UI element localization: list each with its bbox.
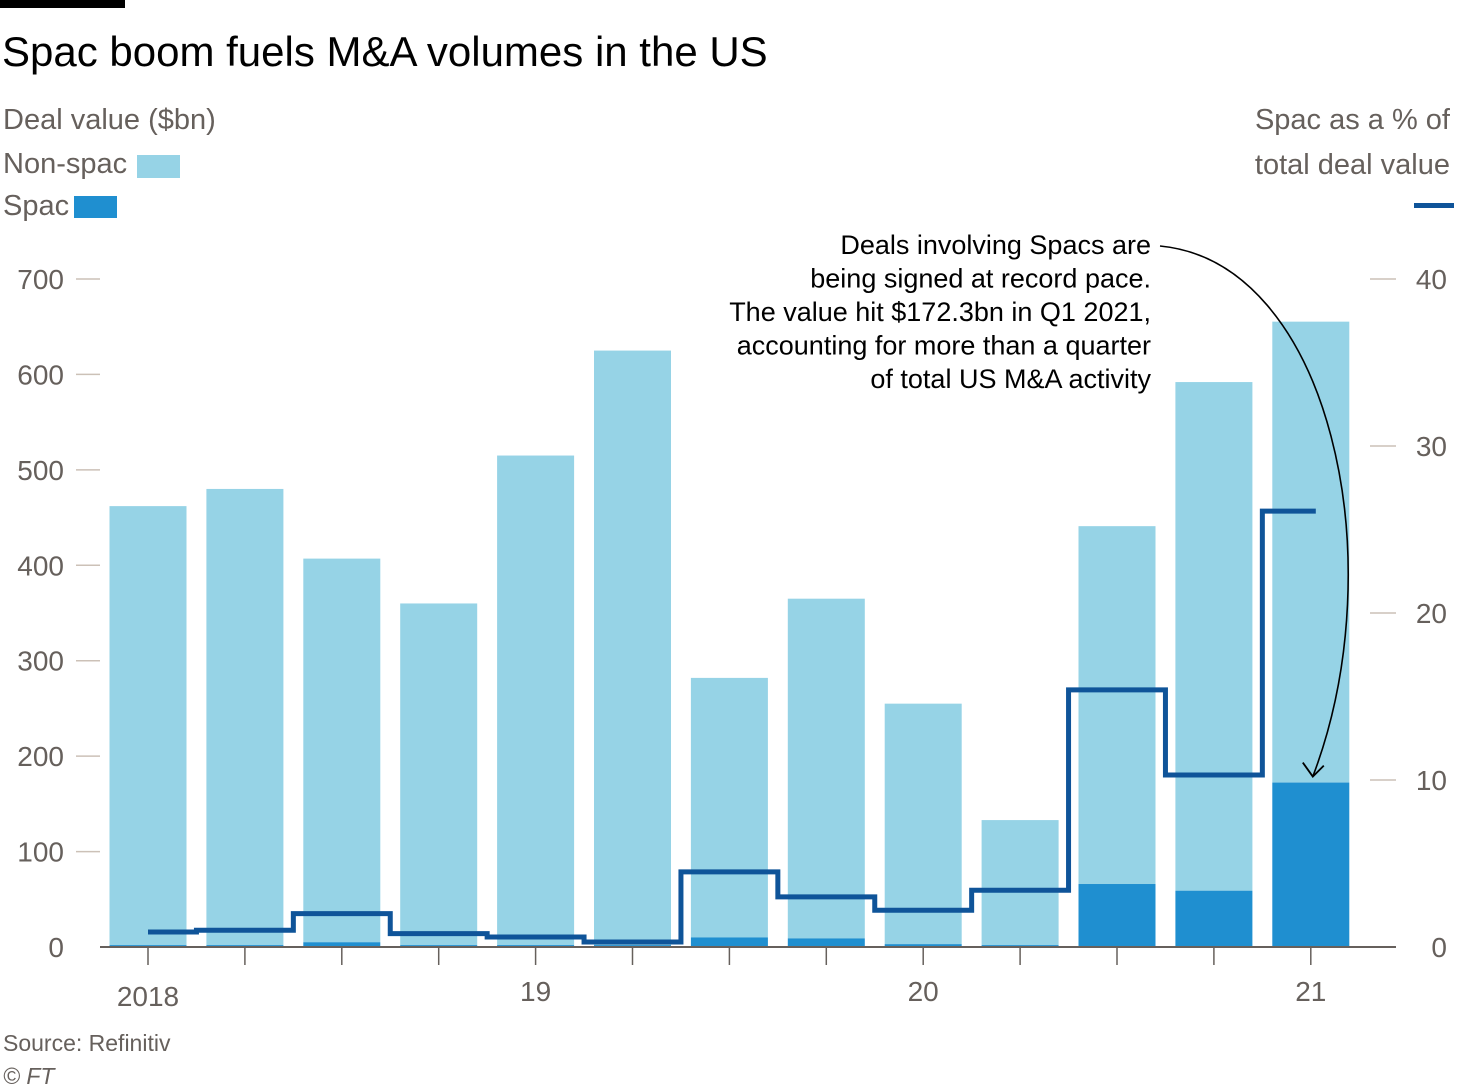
bar-non-spac bbox=[1078, 526, 1156, 885]
bar-non-spac bbox=[1175, 382, 1253, 891]
left-axis: 0 100 200 300 400 500 600 700 bbox=[17, 264, 100, 963]
bar-spac bbox=[787, 938, 865, 947]
bar-non-spac bbox=[109, 506, 187, 946]
annotation-arrowhead bbox=[1302, 762, 1325, 778]
source-note: Source: Refinitiv bbox=[3, 1030, 171, 1056]
right-tick-label: 30 bbox=[1416, 431, 1447, 462]
bar-non-spac bbox=[206, 488, 284, 946]
bar-non-spac bbox=[400, 603, 478, 946]
bar-non-spac bbox=[981, 820, 1059, 946]
bar-non-spac bbox=[594, 350, 671, 946]
right-axis-title-line1: Spac as a % of bbox=[1254, 104, 1450, 136]
right-tick-label: 40 bbox=[1416, 264, 1447, 295]
bar-spac bbox=[303, 942, 381, 947]
right-axis-title-line2: total deal value bbox=[1254, 149, 1450, 181]
right-tick-label: 0 bbox=[1431, 932, 1447, 963]
left-tick-label: 0 bbox=[48, 932, 64, 963]
x-axis: 2018 19 20 21 bbox=[117, 947, 1326, 1012]
left-tick-label: 400 bbox=[17, 550, 64, 581]
chart-title: Spac boom fuels M&A volumes in the US bbox=[2, 28, 768, 75]
annotation-line: accounting for more than a quarter bbox=[737, 331, 1151, 361]
annotation-line: of total US M&A activity bbox=[870, 364, 1151, 394]
annotation-line: The value hit $172.3bn in Q1 2021, bbox=[729, 297, 1151, 327]
left-tick-label: 200 bbox=[17, 741, 64, 772]
bar-non-spac bbox=[787, 598, 865, 939]
copyright-note: © FT bbox=[3, 1063, 55, 1089]
left-tick-label: 700 bbox=[17, 264, 64, 295]
bar-spac bbox=[690, 937, 768, 947]
right-tick-label: 20 bbox=[1416, 598, 1447, 629]
bar-non-spac bbox=[497, 455, 575, 946]
bar-spac bbox=[1272, 782, 1350, 947]
x-tick-label: 21 bbox=[1295, 976, 1326, 1007]
legend-swatch-non-spac bbox=[137, 155, 180, 178]
bar-non-spac bbox=[884, 703, 962, 945]
x-tick-label: 2018 bbox=[117, 981, 179, 1012]
annotation-line: Deals involving Spacs are bbox=[840, 230, 1151, 260]
bar-spac bbox=[884, 944, 962, 947]
bar-spac bbox=[1175, 890, 1253, 947]
bar-spac bbox=[1078, 884, 1156, 947]
right-tick-label: 10 bbox=[1416, 765, 1447, 796]
legend-swatch-spac bbox=[74, 196, 117, 218]
x-tick-label: 19 bbox=[520, 976, 551, 1007]
bar-non-spac bbox=[1272, 321, 1350, 783]
spac-share-step-line bbox=[148, 508, 1316, 945]
left-axis-title: Deal value ($bn) bbox=[3, 104, 216, 136]
bar-non-spac bbox=[690, 677, 768, 938]
left-tick-label: 600 bbox=[17, 359, 64, 390]
left-tick-label: 500 bbox=[17, 455, 64, 486]
bar-non-spac bbox=[303, 558, 381, 943]
legend-line-spac-share bbox=[1414, 203, 1454, 208]
annotation: Deals involving Spacs are being signed at… bbox=[729, 230, 1151, 394]
annotation-arrow bbox=[1159, 245, 1349, 777]
x-tick-label: 20 bbox=[908, 976, 939, 1007]
right-axis: 0 10 20 30 40 bbox=[1370, 264, 1447, 963]
top-accent-bar bbox=[0, 0, 125, 8]
legend-label-spac: Spac bbox=[3, 190, 70, 222]
left-tick-label: 100 bbox=[17, 837, 64, 868]
legend-label-non-spac: Non-spac bbox=[3, 148, 128, 180]
bars bbox=[109, 321, 1350, 947]
left-tick-label: 300 bbox=[17, 646, 64, 677]
annotation-line: being signed at record pace. bbox=[810, 264, 1151, 294]
